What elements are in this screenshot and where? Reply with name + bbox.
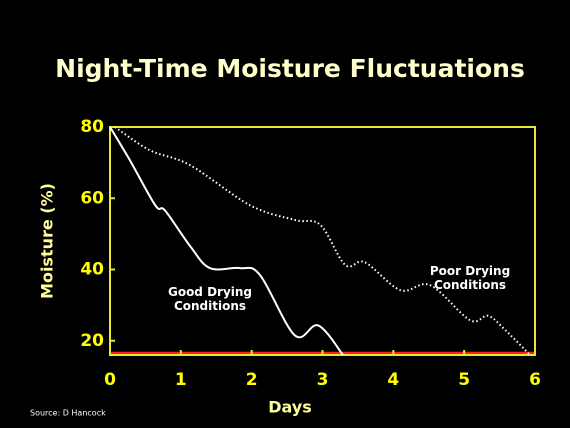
y-tick-label: 80: [80, 117, 104, 137]
y-tick-label: 60: [80, 188, 104, 208]
series-annotation: Good Drying Conditions: [167, 285, 253, 313]
y-tick-label: 40: [80, 260, 104, 280]
x-axis-label: Days: [268, 398, 312, 417]
x-tick-label: 5: [458, 370, 470, 390]
x-tick-label: 3: [317, 370, 329, 390]
series-annotation: Poor Drying Conditions: [429, 264, 511, 292]
chart-title: Night-Time Moisture Fluctuations: [55, 54, 525, 83]
x-tick-label: 1: [175, 370, 187, 390]
series-line: [109, 126, 344, 356]
source-note: Source: D Hancock: [30, 409, 106, 418]
y-tick-label: 20: [80, 331, 104, 351]
plot-frame: [109, 126, 536, 356]
series-line: [114, 126, 531, 356]
x-tick-label: 2: [246, 370, 258, 390]
y-axis-label: Moisture (%): [38, 183, 57, 299]
x-tick-label: 4: [387, 370, 399, 390]
x-tick-label: 6: [529, 370, 541, 390]
x-tick-label: 0: [104, 370, 116, 390]
